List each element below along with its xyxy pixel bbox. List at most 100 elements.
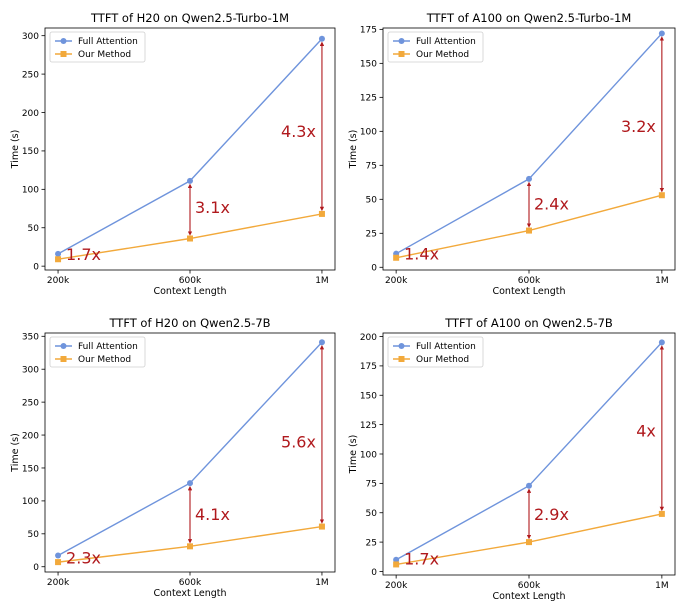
data-point-our-method xyxy=(187,543,193,550)
y-tick-label: 0 xyxy=(33,563,39,573)
plot-frame xyxy=(382,27,676,271)
y-tick-label: 175 xyxy=(360,362,377,372)
x-tick-label: 200k xyxy=(385,276,408,286)
speedup-label: 4.1x xyxy=(195,505,230,524)
legend: Full Attention Our Method xyxy=(387,31,484,63)
legend-label: Full Attention xyxy=(416,342,476,352)
data-point-full-attention xyxy=(187,480,193,487)
plot-frame xyxy=(382,332,676,576)
x-tick-label: 1M xyxy=(655,581,669,591)
x-tick-label: 200k xyxy=(47,578,70,588)
data-point-full-attention xyxy=(393,556,400,563)
speedup-label: 2.9x xyxy=(534,505,569,524)
y-tick-label: 0 xyxy=(371,264,377,274)
data-point-full-attention xyxy=(526,482,532,489)
y-tick-label: 200 xyxy=(22,431,39,441)
data-point-our-method xyxy=(55,256,62,263)
data-point-our-method xyxy=(526,227,532,234)
y-tick-label: 250 xyxy=(22,70,39,80)
legend-box xyxy=(49,31,146,63)
x-tick-label: 600k xyxy=(179,578,202,588)
speedup-label: 1.7x xyxy=(66,245,101,264)
chart-title: TTFT of H20 on Qwen2.5-7B xyxy=(108,316,270,330)
data-point-our-method xyxy=(318,210,325,217)
chart-title: TTFT of A100 on Qwen2.5-7B xyxy=(444,316,613,330)
legend-label: Our Method xyxy=(78,50,131,60)
y-tick-label: 75 xyxy=(366,162,377,172)
legend-label: Full Attention xyxy=(416,37,476,47)
data-point-full-attention xyxy=(658,30,665,37)
y-tick-label: 150 xyxy=(22,147,39,157)
data-point-our-method xyxy=(526,539,532,546)
legend: Full Attention Our Method xyxy=(49,336,146,368)
y-tick-label: 100 xyxy=(22,186,39,196)
legend-label: Our Method xyxy=(416,355,469,365)
legend-marker xyxy=(398,38,405,44)
y-tick-label: 25 xyxy=(366,230,377,240)
y-axis-label: Time (s) xyxy=(348,435,359,475)
speedup-label: 2.3x xyxy=(66,549,101,568)
y-tick-label: 100 xyxy=(360,450,377,460)
legend: Full Attention Our Method xyxy=(387,336,484,368)
x-tick-label: 200k xyxy=(47,276,70,286)
chart-panel-4: TTFT of A100 on Qwen2.5-7B 0 25 50 75 100 125 1… xyxy=(348,316,676,602)
y-tick-label: 200 xyxy=(22,109,39,119)
y-axis-label: Time (s) xyxy=(10,130,21,170)
data-point-full-attention xyxy=(318,35,325,42)
y-tick-label: 175 xyxy=(360,26,377,36)
data-point-our-method xyxy=(658,192,665,199)
data-point-our-method xyxy=(55,559,62,566)
data-point-our-method xyxy=(318,523,325,530)
legend-marker xyxy=(398,343,405,349)
y-axis-label: Time (s) xyxy=(348,130,359,170)
x-tick-label: 600k xyxy=(179,276,202,286)
data-point-full-attention xyxy=(55,552,62,559)
plot-frame xyxy=(44,27,336,271)
x-tick-label: 600k xyxy=(518,276,541,286)
x-tick-label: 1M xyxy=(655,276,669,286)
y-tick-label: 250 xyxy=(22,398,39,408)
data-point-full-attention xyxy=(187,177,193,184)
speedup-label: 4x xyxy=(636,422,656,441)
legend-marker xyxy=(60,356,67,362)
y-tick-label: 0 xyxy=(33,262,39,272)
x-axis-label: Context Length xyxy=(492,286,565,297)
y-tick-label: 300 xyxy=(22,366,39,376)
chart-panel-2: TTFT of A100 on Qwen2.5-Turbo-1M 0 25 50 75 1… xyxy=(348,11,676,297)
legend-marker xyxy=(398,356,405,362)
legend-label: Full Attention xyxy=(78,342,138,352)
legend-box xyxy=(387,336,484,368)
x-axis-label: Context Length xyxy=(153,286,226,297)
speedup-label: 1.7x xyxy=(404,550,439,569)
x-tick-label: 1M xyxy=(315,276,329,286)
data-point-full-attention xyxy=(526,175,532,182)
speedup-label: 3.1x xyxy=(195,198,230,217)
data-point-our-method xyxy=(658,510,665,517)
y-tick-label: 150 xyxy=(360,60,377,70)
data-point-our-method xyxy=(393,254,400,261)
legend-marker xyxy=(60,38,67,44)
y-tick-label: 75 xyxy=(366,480,377,490)
legend-box xyxy=(387,31,484,63)
y-tick-label: 25 xyxy=(366,538,377,548)
y-tick-label: 125 xyxy=(360,421,377,431)
y-tick-label: 50 xyxy=(28,224,40,234)
data-point-full-attention xyxy=(318,339,325,346)
chart-title: TTFT of H20 on Qwen2.5-Turbo-1M xyxy=(90,11,289,25)
speedup-label: 4.3x xyxy=(281,122,316,141)
y-tick-label: 300 xyxy=(22,32,39,42)
speedup-label: 2.4x xyxy=(534,194,569,213)
legend-box xyxy=(49,336,146,368)
legend-label: Our Method xyxy=(416,50,469,60)
speedup-label: 3.2x xyxy=(621,117,656,136)
y-tick-label: 100 xyxy=(22,497,39,507)
y-tick-label: 200 xyxy=(360,333,377,343)
y-tick-label: 350 xyxy=(22,333,39,343)
y-tick-label: 0 xyxy=(371,568,377,578)
x-tick-label: 1M xyxy=(315,578,329,588)
data-point-full-attention xyxy=(658,339,665,346)
chart-panel-3: TTFT of H20 on Qwen2.5-7B 0 50 100 150 200 250… xyxy=(10,316,336,599)
legend: Full Attention Our Method xyxy=(49,31,146,63)
x-axis-label: Context Length xyxy=(492,591,565,602)
